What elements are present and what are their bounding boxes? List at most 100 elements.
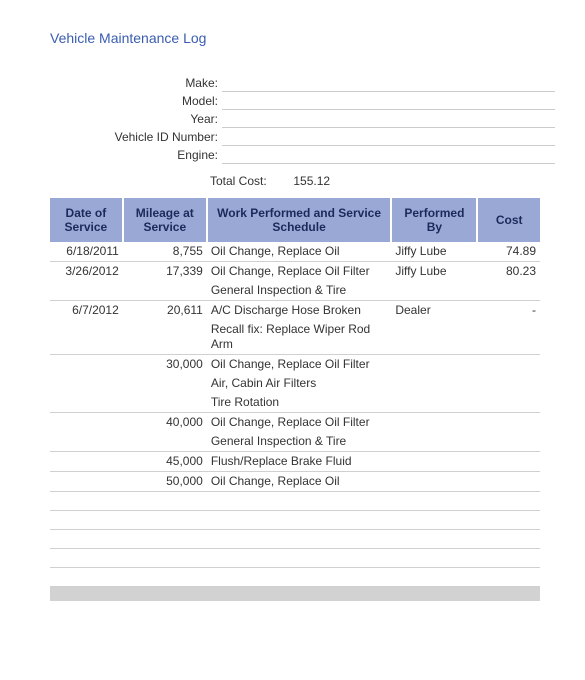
table-cell	[391, 452, 477, 472]
table-header-row: Date of ServiceMileage at ServiceWork Pe…	[50, 198, 540, 242]
table-cell: 6/18/2011	[50, 242, 123, 262]
table-cell	[391, 530, 477, 549]
table-cell: 6/7/2012	[50, 301, 123, 321]
table-cell: Oil Change, Replace Oil	[207, 472, 392, 492]
table-row: 6/18/20118,755Oil Change, Replace OilJif…	[50, 242, 540, 262]
table-cell	[50, 530, 123, 549]
table-cell	[50, 511, 123, 530]
table-row: Air, Cabin Air Filters	[50, 374, 540, 393]
table-cell	[391, 492, 477, 511]
vehicle-info-block: Make: Model: Year: Vehicle ID Number: Engine…	[98, 74, 555, 164]
table-cell: 40,000	[123, 413, 207, 433]
table-cell	[391, 355, 477, 375]
table-row	[50, 549, 540, 568]
table-cell	[123, 549, 207, 568]
table-row	[50, 530, 540, 549]
table-footer-bar	[50, 587, 540, 601]
table-row: 40,000Oil Change, Replace Oil Filter	[50, 413, 540, 433]
table-cell	[123, 374, 207, 393]
info-label: Year:	[98, 112, 222, 126]
table-cell: Jiffy Lube	[391, 242, 477, 262]
info-row: Year:	[98, 110, 555, 128]
table-row: 45,000Flush/Replace Brake Fluid	[50, 452, 540, 472]
table-cell	[391, 568, 477, 587]
table-cell	[477, 393, 540, 413]
table-cell	[50, 492, 123, 511]
table-cell	[50, 432, 123, 452]
table-cell: 30,000	[123, 355, 207, 375]
info-row: Make:	[98, 74, 555, 92]
table-cell	[391, 320, 477, 355]
table-cell	[391, 281, 477, 301]
table-cell	[50, 413, 123, 433]
table-row	[50, 511, 540, 530]
table-cell	[391, 432, 477, 452]
table-row: 6/7/201220,611A/C Discharge Hose BrokenD…	[50, 301, 540, 321]
maintenance-log-table: Date of ServiceMileage at ServiceWork Pe…	[50, 198, 540, 587]
table-cell	[50, 281, 123, 301]
table-cell: Jiffy Lube	[391, 262, 477, 282]
total-cost-value: 155.12	[293, 174, 330, 188]
total-cost-row: Total Cost: 155.12	[210, 174, 555, 188]
table-row: Tire Rotation	[50, 393, 540, 413]
table-cell	[123, 432, 207, 452]
info-value	[222, 111, 555, 128]
column-header: Mileage at Service	[123, 198, 207, 242]
info-row: Engine:	[98, 146, 555, 164]
table-cell	[50, 374, 123, 393]
table-cell	[391, 393, 477, 413]
table-cell: 8,755	[123, 242, 207, 262]
info-value	[222, 93, 555, 110]
table-row: 30,000Oil Change, Replace Oil Filter	[50, 355, 540, 375]
table-cell: 3/26/2012	[50, 262, 123, 282]
table-cell	[477, 530, 540, 549]
table-cell	[123, 568, 207, 587]
table-cell: Air, Cabin Air Filters	[207, 374, 392, 393]
column-header: Performed By	[391, 198, 477, 242]
table-row: General Inspection & Tire	[50, 281, 540, 301]
table-cell: General Inspection & Tire	[207, 432, 392, 452]
table-cell	[477, 413, 540, 433]
table-cell	[477, 549, 540, 568]
table-row: 3/26/201217,339Oil Change, Replace Oil F…	[50, 262, 540, 282]
table-cell	[123, 530, 207, 549]
table-cell	[207, 530, 392, 549]
table-cell	[391, 413, 477, 433]
info-label: Engine:	[98, 148, 222, 162]
info-label: Make:	[98, 76, 222, 90]
table-cell	[391, 472, 477, 492]
table-cell	[50, 355, 123, 375]
table-cell: 74.89	[477, 242, 540, 262]
table-cell	[123, 281, 207, 301]
table-cell	[477, 355, 540, 375]
column-header: Date of Service	[50, 198, 123, 242]
table-row: 50,000Oil Change, Replace Oil	[50, 472, 540, 492]
table-cell	[477, 374, 540, 393]
table-cell	[123, 320, 207, 355]
column-header: Cost	[477, 198, 540, 242]
table-body: 6/18/20118,755 Oil Change, Replace Oil Jif…	[50, 242, 540, 587]
info-row: Model:	[98, 92, 555, 110]
table-cell: General Inspection & Tire	[207, 281, 392, 301]
table-cell: -	[477, 301, 540, 321]
table-row: General Inspection & Tire	[50, 432, 540, 452]
table-cell	[477, 472, 540, 492]
table-cell: 17,339	[123, 262, 207, 282]
info-label: Model:	[98, 94, 222, 108]
table-cell	[123, 511, 207, 530]
table-cell	[207, 549, 392, 568]
info-value	[222, 75, 555, 92]
table-cell	[123, 393, 207, 413]
table-cell: Dealer	[391, 301, 477, 321]
table-cell	[477, 568, 540, 587]
info-row: Vehicle ID Number:	[98, 128, 555, 146]
table-cell	[50, 320, 123, 355]
table-cell	[50, 472, 123, 492]
page-title: Vehicle Maintenance Log	[50, 30, 555, 46]
table-cell	[123, 492, 207, 511]
total-cost-label: Total Cost:	[210, 174, 290, 188]
table-cell: 80.23	[477, 262, 540, 282]
table-cell: A/C Discharge Hose Broken	[207, 301, 392, 321]
info-value	[222, 147, 555, 164]
table-cell: Recall fix: Replace Wiper Rod Arm	[207, 320, 392, 355]
